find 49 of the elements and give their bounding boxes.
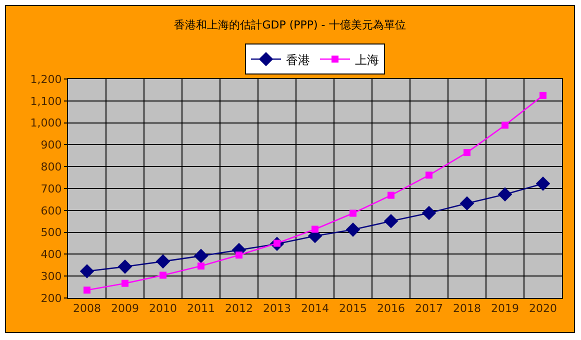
y-tick-label: 200 xyxy=(40,292,62,305)
point xyxy=(540,92,546,99)
point xyxy=(194,248,208,264)
point xyxy=(118,260,132,274)
x-tick-label: 2018 xyxy=(453,302,481,316)
point xyxy=(84,286,90,294)
x-tick-label: 2013 xyxy=(263,302,291,316)
x-tick-label: 2015 xyxy=(339,302,367,316)
point xyxy=(156,254,170,269)
point xyxy=(422,206,436,220)
x-tick-label: 2014 xyxy=(301,302,329,316)
y-tick-label: 900 xyxy=(40,138,62,152)
point xyxy=(122,280,128,287)
y-tick-label: 400 xyxy=(40,248,62,262)
y-tick-label: 300 xyxy=(40,270,62,283)
x-tick-label: 2010 xyxy=(149,302,177,316)
y-tick-label: 1,200 xyxy=(30,72,62,86)
point xyxy=(384,214,398,228)
point xyxy=(350,210,356,217)
point xyxy=(388,192,394,199)
point xyxy=(346,222,360,237)
x-tick-label: 2012 xyxy=(225,302,253,316)
point xyxy=(312,226,318,233)
point xyxy=(464,149,470,156)
point xyxy=(460,196,474,211)
point xyxy=(536,176,550,191)
point xyxy=(198,262,204,270)
x-tick-label: 2009 xyxy=(111,302,139,316)
point xyxy=(502,122,508,129)
legend-label: 香港 xyxy=(286,52,310,67)
point xyxy=(426,172,432,179)
x-tick-label: 2019 xyxy=(491,302,519,316)
x-tick-label: 2017 xyxy=(415,302,443,316)
point xyxy=(236,252,242,259)
x-tick-label: 2008 xyxy=(73,302,101,316)
point xyxy=(498,187,512,202)
y-tick-label: 1,000 xyxy=(30,116,62,130)
x-tick-label: 2020 xyxy=(529,302,557,316)
y-tick-label: 800 xyxy=(40,160,62,174)
x-tick-label: 2011 xyxy=(187,302,215,316)
chart-title: 香港和上海的估計GDP (PPP) - 十億美元為單位 xyxy=(174,18,406,32)
point xyxy=(160,272,166,279)
y-tick-label: 700 xyxy=(40,182,62,196)
y-tick-label: 500 xyxy=(40,226,62,240)
x-tick-label: 2016 xyxy=(377,302,405,316)
y-tick-label: 1,100 xyxy=(30,94,62,108)
legend-label: 上海 xyxy=(355,52,379,67)
point xyxy=(80,264,94,278)
y-tick-label: 600 xyxy=(40,204,62,218)
